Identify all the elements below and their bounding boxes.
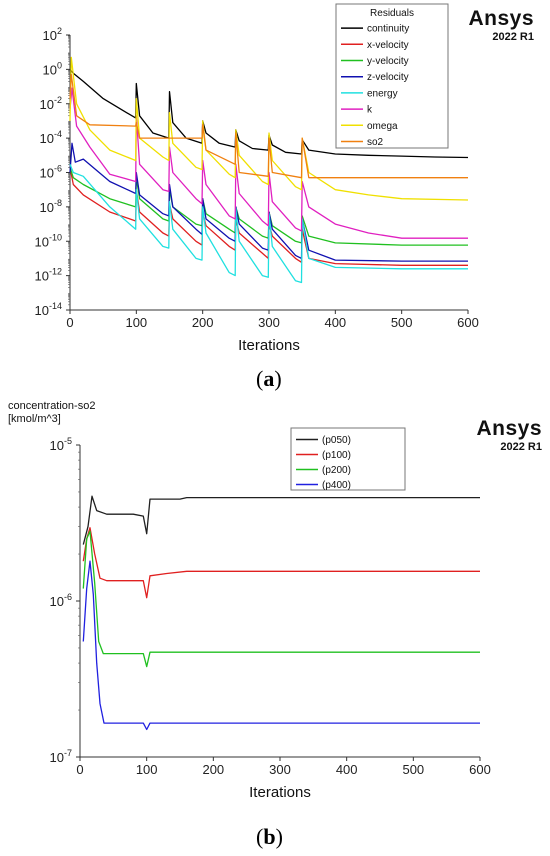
- y-tick-label: 10-5: [50, 436, 72, 453]
- series-line-energy: [69, 164, 468, 284]
- panel-letter: a: [263, 366, 275, 391]
- y-tick-label: 10-12: [35, 267, 62, 284]
- x-tick-label: 200: [192, 315, 214, 330]
- legend-label: so2: [367, 137, 384, 148]
- y-tick-label: 10-2: [40, 95, 62, 112]
- legend-label: (p050): [322, 435, 351, 446]
- x-tick-label: 300: [269, 762, 291, 777]
- concentration-chart: 0 100 200 300 400 500 600 10-5 10-6 10-7 Iteration…: [50, 427, 491, 801]
- legend-label: x-velocity: [367, 40, 409, 51]
- series-line-p100: [82, 527, 480, 599]
- y-axis-title-b: concentration-so2 [kmol/m^3]: [8, 400, 96, 425]
- y-tick-label: 10-14: [35, 301, 62, 318]
- y-tick-label: 100: [43, 60, 62, 77]
- ansys-logo-version: 2022 R1: [500, 441, 542, 453]
- x-axis-title: Iterations: [238, 337, 300, 354]
- y-tick-label: 10-6: [50, 592, 72, 609]
- panel-label-a: (a): [256, 366, 282, 391]
- series-line-p050: [82, 495, 480, 545]
- legend-label: (p200): [322, 465, 351, 476]
- y-tick-label: 10-7: [50, 748, 72, 765]
- ansys-logo-name: Ansys: [476, 417, 542, 440]
- y-tick-label: 10-4: [40, 129, 62, 146]
- x-tick-label: 500: [402, 762, 424, 777]
- x-axis-title: Iterations: [249, 784, 311, 801]
- y-tick-label: 10-10: [35, 232, 62, 249]
- legend-label: (p400): [322, 480, 351, 491]
- x-tick-label: 200: [202, 762, 224, 777]
- y-tick-label: 102: [43, 26, 62, 43]
- legend-label: omega: [367, 121, 398, 132]
- legend-label: k: [367, 105, 373, 116]
- x-tick-label: 100: [136, 762, 158, 777]
- x-tick-label: 400: [336, 762, 358, 777]
- ansys-logo-a: Ansys 2022 R1: [452, 8, 534, 43]
- x-tick-label: 600: [469, 762, 491, 777]
- legend-label: (p100): [322, 450, 351, 461]
- panel-letter: b: [263, 824, 276, 849]
- x-tick-label: 0: [66, 315, 73, 330]
- legend-label: energy: [367, 88, 398, 99]
- ansys-logo-name: Ansys: [468, 7, 534, 30]
- panel-label-b: (b): [256, 824, 283, 849]
- legend-title: Residuals: [370, 8, 414, 19]
- series-line-p400: [82, 560, 480, 731]
- x-tick-label: 100: [125, 315, 147, 330]
- ansys-logo-version: 2022 R1: [492, 31, 534, 43]
- y-tick-label: 10-8: [40, 198, 62, 215]
- residuals-chart: 0 100 200 300 400 500 600 102 100 10-2 10-4 10-6 10-…: [35, 3, 479, 354]
- x-tick-label: 0: [76, 762, 83, 777]
- y-tick-label: 10-6: [40, 164, 62, 181]
- legend-box: [290, 427, 406, 491]
- series-line-p200: [82, 530, 480, 668]
- series-line-so2: [69, 73, 468, 179]
- legend-label: y-velocity: [367, 56, 409, 67]
- legend-label: continuity: [367, 24, 409, 35]
- x-tick-label: 300: [258, 315, 280, 330]
- x-tick-label: 400: [324, 315, 346, 330]
- x-tick-label: 600: [457, 315, 479, 330]
- legend-label: z-velocity: [367, 72, 409, 83]
- x-tick-label: 500: [391, 315, 413, 330]
- ansys-logo-b: Ansys 2022 R1: [452, 418, 542, 453]
